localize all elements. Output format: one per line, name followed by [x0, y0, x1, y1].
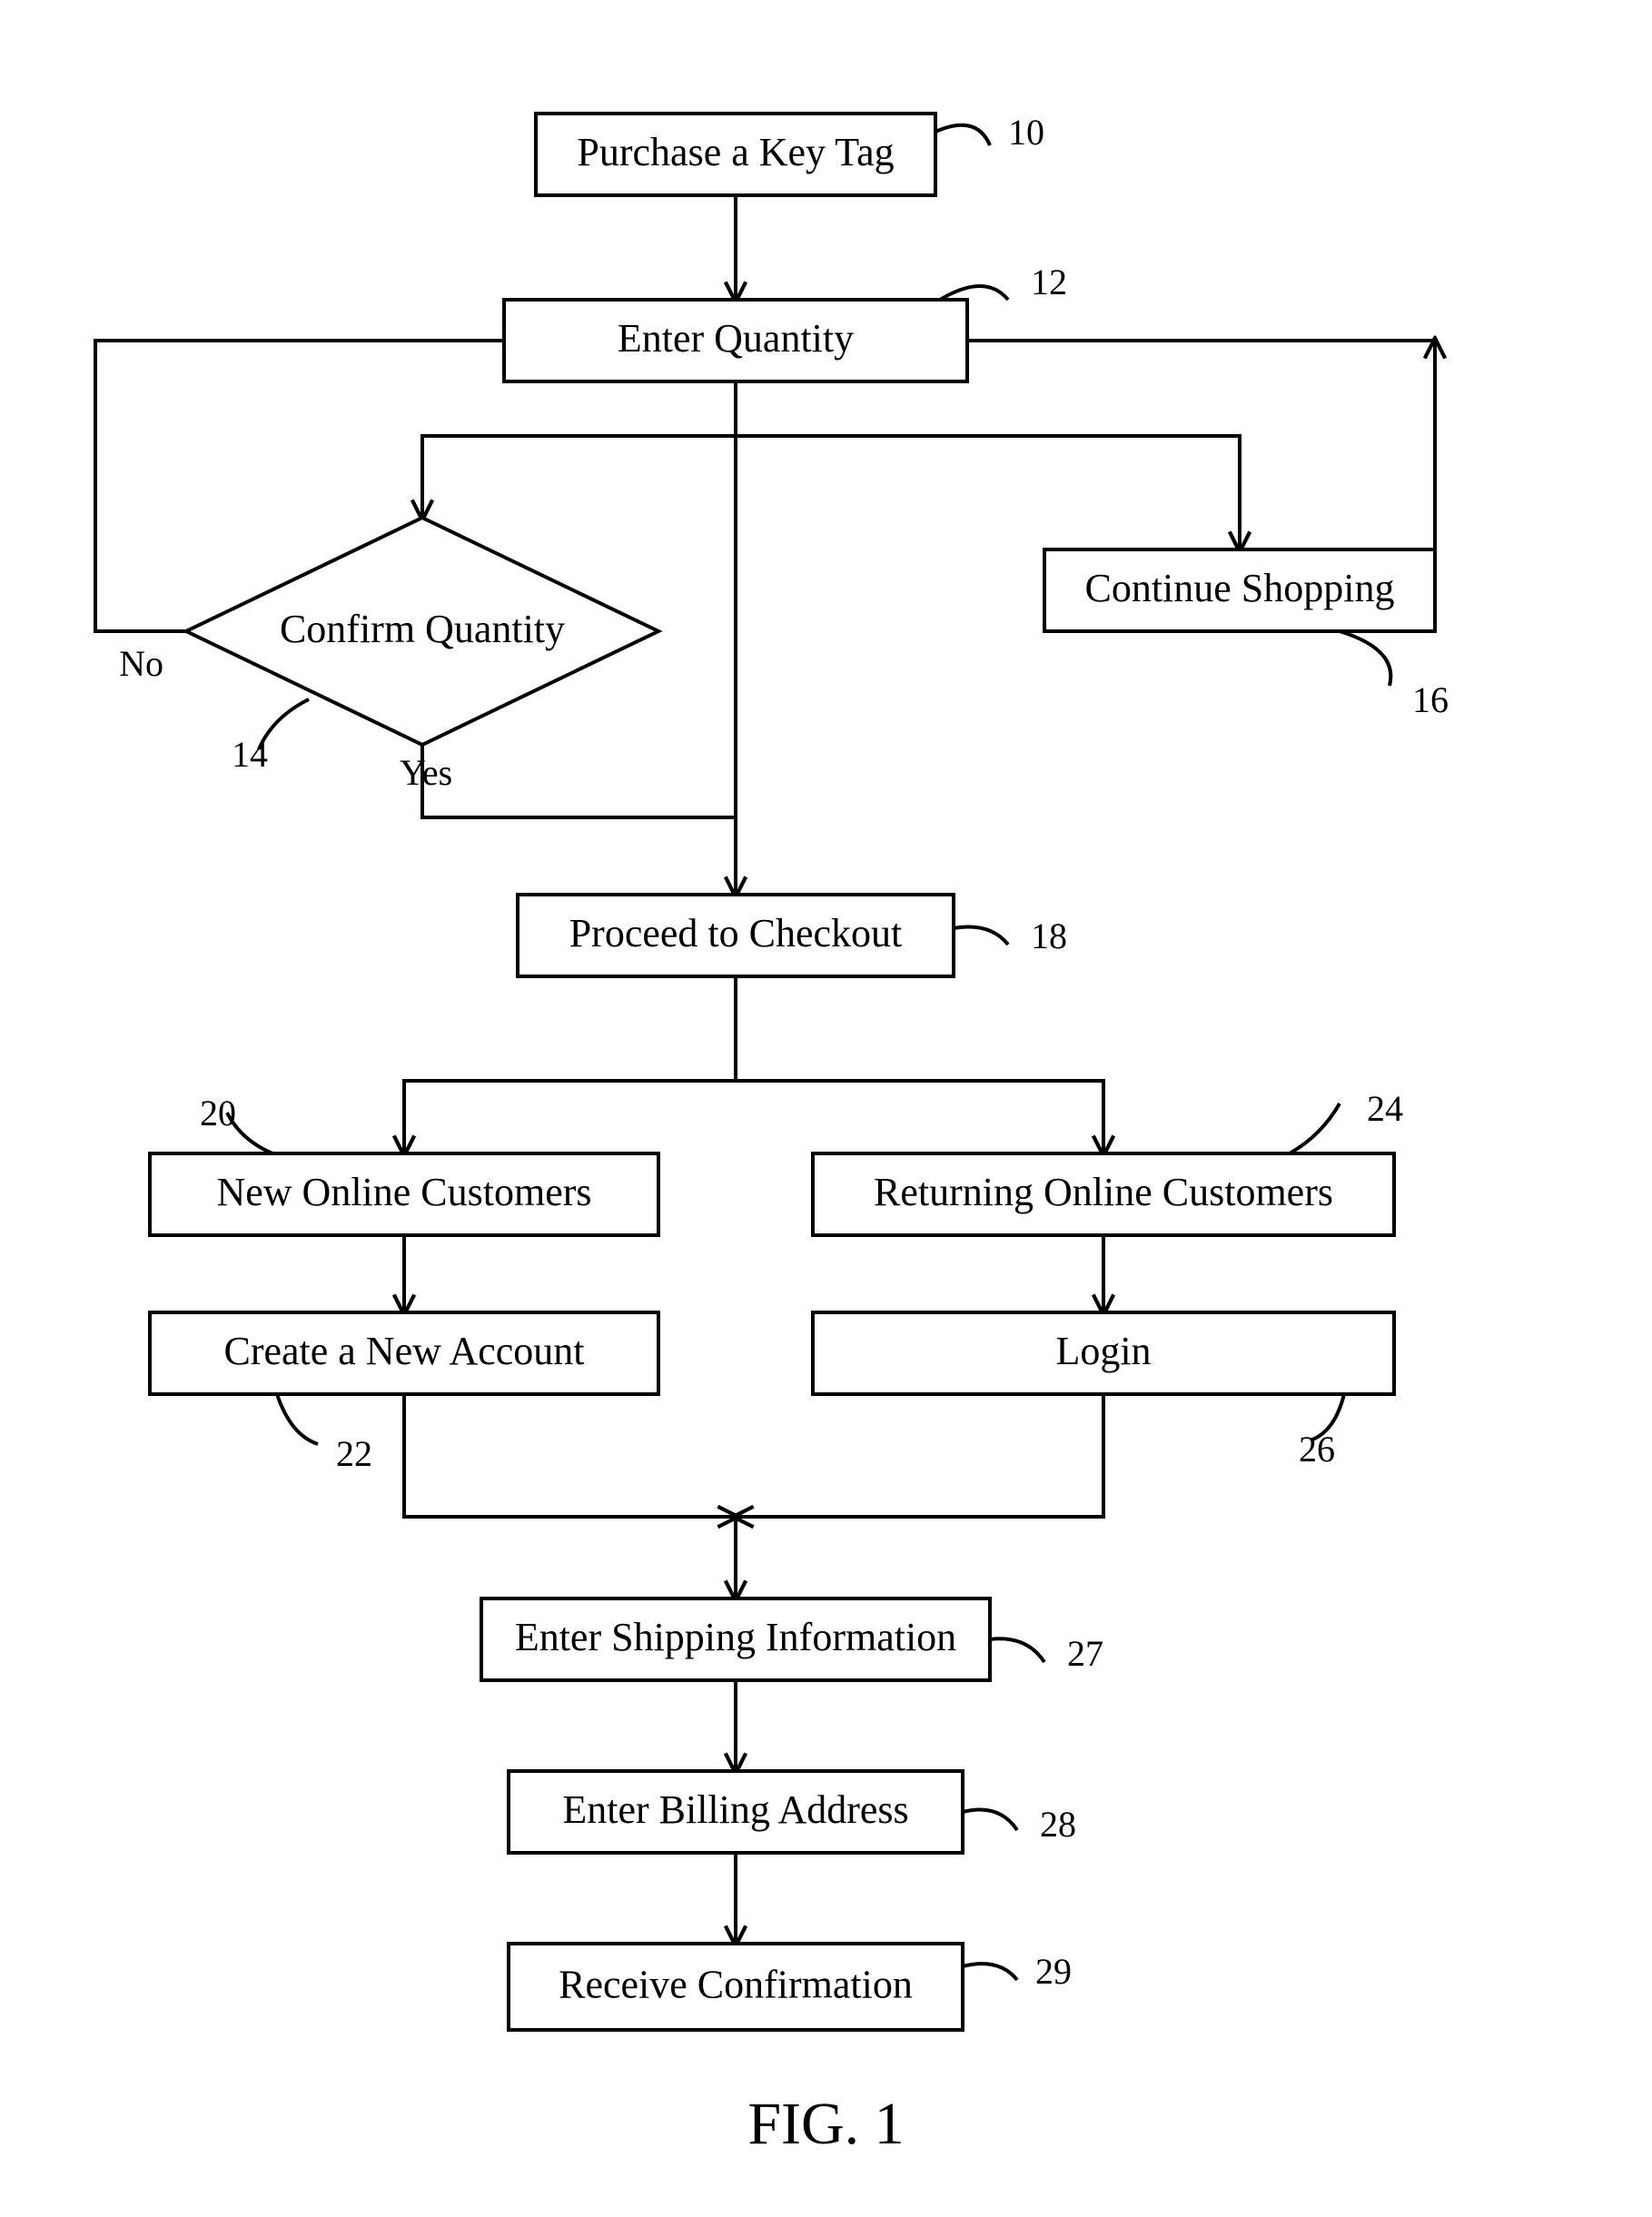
ref-leader-r16 [1340, 631, 1390, 686]
node-label-n20: New Online Customers [216, 1170, 591, 1214]
ref-num-r28: 28 [1040, 1804, 1076, 1845]
node-label-n12: Enter Quantity [618, 316, 854, 361]
edge [404, 1081, 736, 1153]
ref-num-r12: 12 [1031, 262, 1067, 302]
ref-leader-r18 [954, 926, 1008, 945]
node-label-n28: Enter Billing Address [562, 1787, 908, 1832]
ref-num-r16: 16 [1412, 679, 1449, 720]
node-label-n27: Enter Shipping Information [515, 1615, 956, 1659]
node-label-n14: Confirm Quantity [280, 607, 565, 651]
node-label-n24: Returning Online Customers [874, 1170, 1333, 1214]
edge [736, 1081, 1103, 1153]
ref-num-r14: 14 [232, 734, 268, 775]
node-label-n29: Receive Confirmation [559, 1963, 913, 2007]
ref-leader-r24 [1290, 1104, 1340, 1153]
ref-num-r26: 26 [1299, 1429, 1335, 1470]
ref-num-r10: 10 [1008, 112, 1044, 153]
nodes-layer: Purchase a Key Tag Enter Quantity Confirm … [150, 114, 1435, 2030]
edge [736, 1394, 1103, 1517]
ref-num-r27: 27 [1067, 1633, 1103, 1674]
node-label-n22: Create a New Account [223, 1329, 584, 1373]
ref-leader-r12 [940, 286, 1008, 300]
ref-leader-r10 [935, 125, 990, 145]
node-label-n16: Continue Shopping [1084, 566, 1394, 610]
figure-caption: FIG. 1 [747, 2091, 904, 2157]
ref-num-r24: 24 [1367, 1088, 1403, 1129]
node-label-n10: Purchase a Key Tag [577, 130, 894, 174]
ref-num-r22: 22 [336, 1433, 372, 1474]
node-label-n26: Login [1055, 1329, 1151, 1373]
ref-num-r29: 29 [1035, 1951, 1072, 1992]
edge [422, 745, 736, 817]
ref-leader-r28 [963, 1810, 1017, 1831]
edge [422, 436, 736, 518]
edge-label-no: No [119, 643, 163, 684]
ref-leader-r29 [963, 1964, 1017, 1980]
ref-num-r20: 20 [200, 1093, 236, 1133]
edge-label-yes: Yes [400, 752, 452, 793]
ref-leader-r27 [990, 1638, 1044, 1662]
ref-num-r18: 18 [1031, 916, 1067, 956]
edge [404, 1394, 736, 1517]
node-label-n18: Proceed to Checkout [569, 911, 903, 955]
ref-leader-r22 [277, 1394, 318, 1444]
edge [736, 436, 1240, 549]
